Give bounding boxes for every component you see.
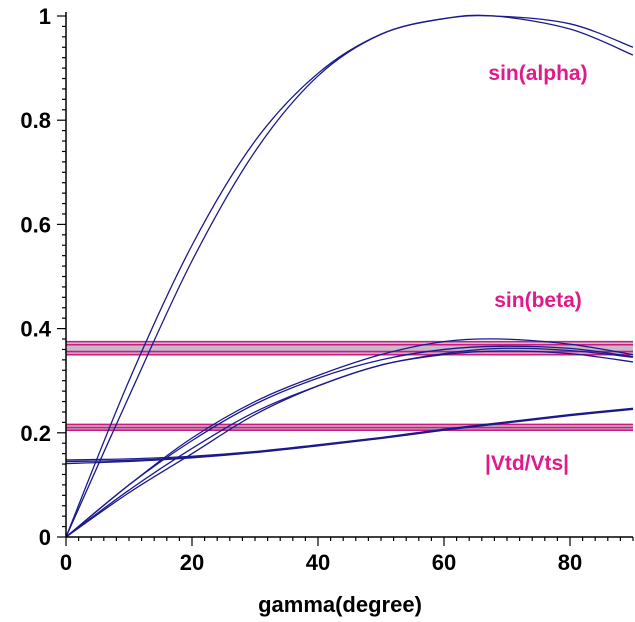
x-tick-label: 60 <box>432 550 456 575</box>
y-tick-label: 0.2 <box>20 421 51 446</box>
y-tick-label: 0.4 <box>20 317 51 342</box>
x-tick-label: 0 <box>60 550 72 575</box>
series-line-3 <box>65 345 634 538</box>
series-line-8 <box>65 407 634 461</box>
y-tick-label: 0 <box>39 525 51 550</box>
x-tick-label: 20 <box>180 550 204 575</box>
curves-layer <box>65 14 634 538</box>
series-line-5 <box>65 347 634 538</box>
annotation-sin-alpha: sin(alpha) <box>488 62 587 85</box>
tick-labels-layer: 0 20 40 60 80 0 0.2 0.4 0.6 0.8 1 <box>20 4 582 575</box>
series-line-4 <box>65 350 634 538</box>
x-axis-title: gamma(degree) <box>258 592 422 617</box>
y-tick-label: 0.6 <box>20 212 51 237</box>
series-line-1 <box>65 14 634 538</box>
annotation-vtd-vts: |Vtd/Vts| <box>485 452 569 475</box>
y-tick-label: 0.8 <box>20 108 51 133</box>
series-line-0 <box>65 14 634 538</box>
x-tick-label: 80 <box>558 550 582 575</box>
ticks-layer <box>57 15 634 546</box>
annotation-sin-beta: sin(beta) <box>494 289 582 312</box>
y-tick-label: 1 <box>39 4 51 29</box>
series-line-2 <box>65 338 634 538</box>
series-line-7 <box>65 408 634 465</box>
x-tick-label: 40 <box>306 550 330 575</box>
